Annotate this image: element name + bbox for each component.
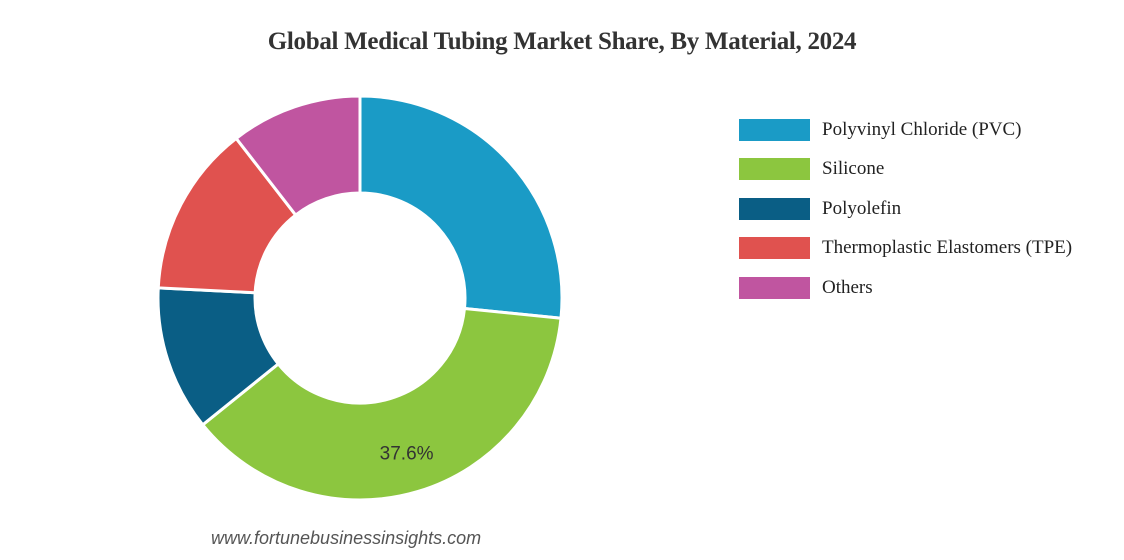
- legend-item: Polyolefin: [739, 189, 1072, 229]
- legend-item: Silicone: [739, 150, 1072, 190]
- chart-legend: Polyvinyl Chloride (PVC) Silicone Polyolef…: [739, 110, 1072, 308]
- slice-others: [234, 94, 362, 218]
- legend-item: Thermoplastic Elastomers (TPE): [739, 229, 1072, 269]
- legend-item: Polyvinyl Chloride (PVC): [739, 110, 1072, 150]
- source-watermark: www.fortunebusinessinsights.com: [211, 528, 482, 548]
- legend-label: Others: [822, 276, 873, 298]
- legend-swatch: [739, 118, 810, 141]
- legend-label: Polyolefin: [822, 197, 902, 219]
- legend-swatch: [739, 158, 810, 181]
- slice-labels-group: 37.6%: [380, 444, 434, 465]
- slice-silicone: [200, 306, 563, 502]
- slice-value-label: 37.6%: [380, 444, 434, 465]
- legend-label: Polyvinyl Chloride (PVC): [822, 118, 1022, 140]
- chart-title: Global Medical Tubing Market Share, By M…: [267, 28, 857, 55]
- legend-label: Silicone: [822, 158, 885, 180]
- slices-group: [156, 94, 564, 502]
- legend-swatch: [739, 197, 810, 220]
- legend-swatch: [739, 237, 810, 260]
- legend-swatch: [739, 276, 810, 299]
- legend-item: Others: [739, 268, 1072, 308]
- legend-label: Thermoplastic Elastomers (TPE): [822, 237, 1073, 259]
- slice-polyvinyl-chloride-pvc: [358, 94, 564, 320]
